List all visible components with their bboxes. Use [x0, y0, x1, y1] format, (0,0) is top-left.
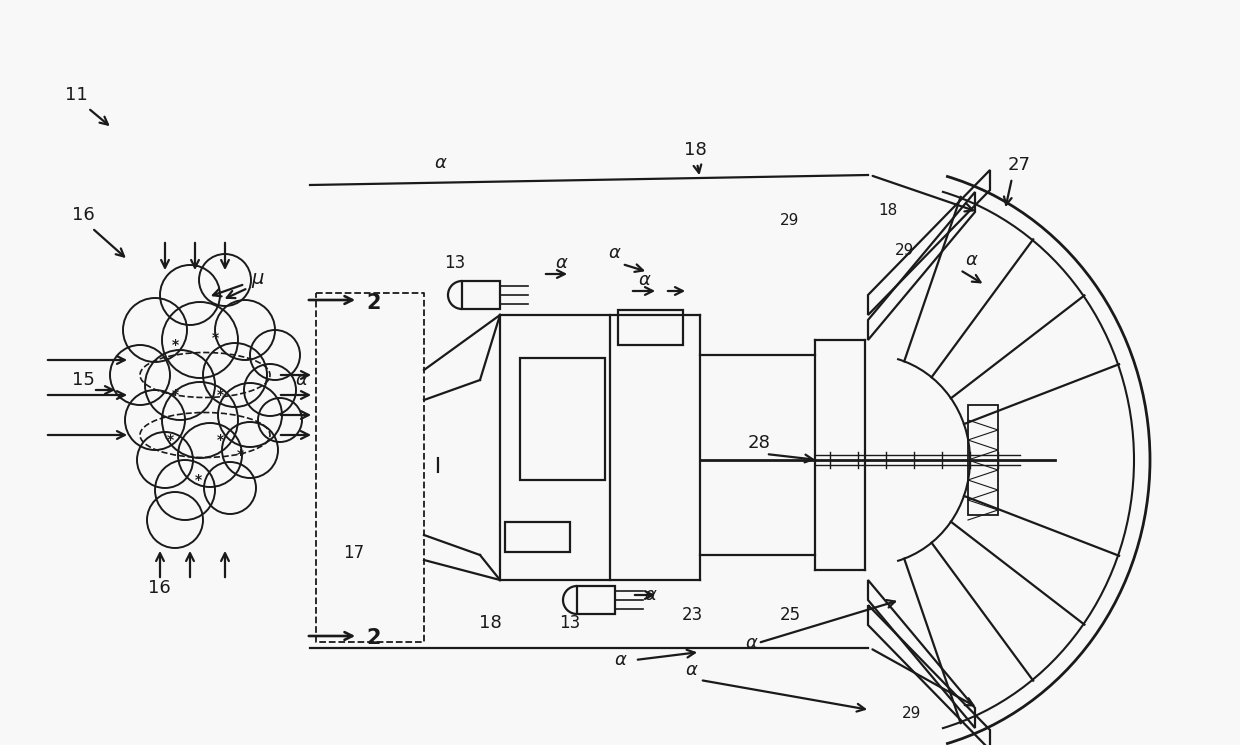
Text: 29: 29 — [895, 243, 915, 258]
Text: 16: 16 — [72, 206, 94, 224]
Text: *: * — [171, 388, 179, 402]
Text: 25: 25 — [780, 606, 801, 624]
Text: *: * — [217, 388, 223, 402]
Text: 16: 16 — [148, 579, 171, 597]
Text: 2: 2 — [366, 628, 381, 648]
Text: 13: 13 — [559, 614, 580, 632]
Text: α: α — [684, 661, 697, 679]
Text: α: α — [556, 254, 567, 272]
Text: α: α — [614, 651, 626, 669]
Text: *: * — [166, 433, 174, 447]
Text: 29: 29 — [780, 213, 800, 228]
Text: 18: 18 — [683, 141, 707, 159]
Text: *: * — [171, 338, 179, 352]
Text: 13: 13 — [444, 254, 466, 272]
Text: 18: 18 — [878, 203, 898, 218]
Text: 23: 23 — [681, 606, 703, 624]
Text: α: α — [608, 244, 620, 262]
Text: 29: 29 — [903, 706, 921, 721]
Text: 28: 28 — [748, 434, 771, 452]
Text: α: α — [965, 251, 977, 269]
Text: μ: μ — [250, 268, 263, 288]
Bar — [463, 281, 500, 309]
Text: α: α — [434, 154, 446, 172]
Text: 11: 11 — [64, 86, 88, 104]
Text: 18: 18 — [479, 614, 501, 632]
Text: 17: 17 — [343, 544, 365, 562]
Text: *: * — [237, 448, 243, 462]
Text: *: * — [212, 331, 218, 345]
Bar — [505, 522, 570, 552]
Bar — [520, 358, 605, 480]
Bar — [968, 405, 998, 515]
Bar — [577, 586, 615, 614]
Text: α: α — [745, 634, 756, 652]
Text: 27: 27 — [1008, 156, 1030, 174]
Text: α: α — [295, 371, 306, 389]
Text: α: α — [639, 271, 650, 289]
Text: α: α — [644, 586, 656, 604]
Text: 2: 2 — [366, 293, 381, 313]
Text: 15: 15 — [72, 371, 95, 389]
Text: *: * — [217, 433, 223, 447]
Text: *: * — [195, 473, 202, 487]
Bar — [618, 310, 683, 345]
